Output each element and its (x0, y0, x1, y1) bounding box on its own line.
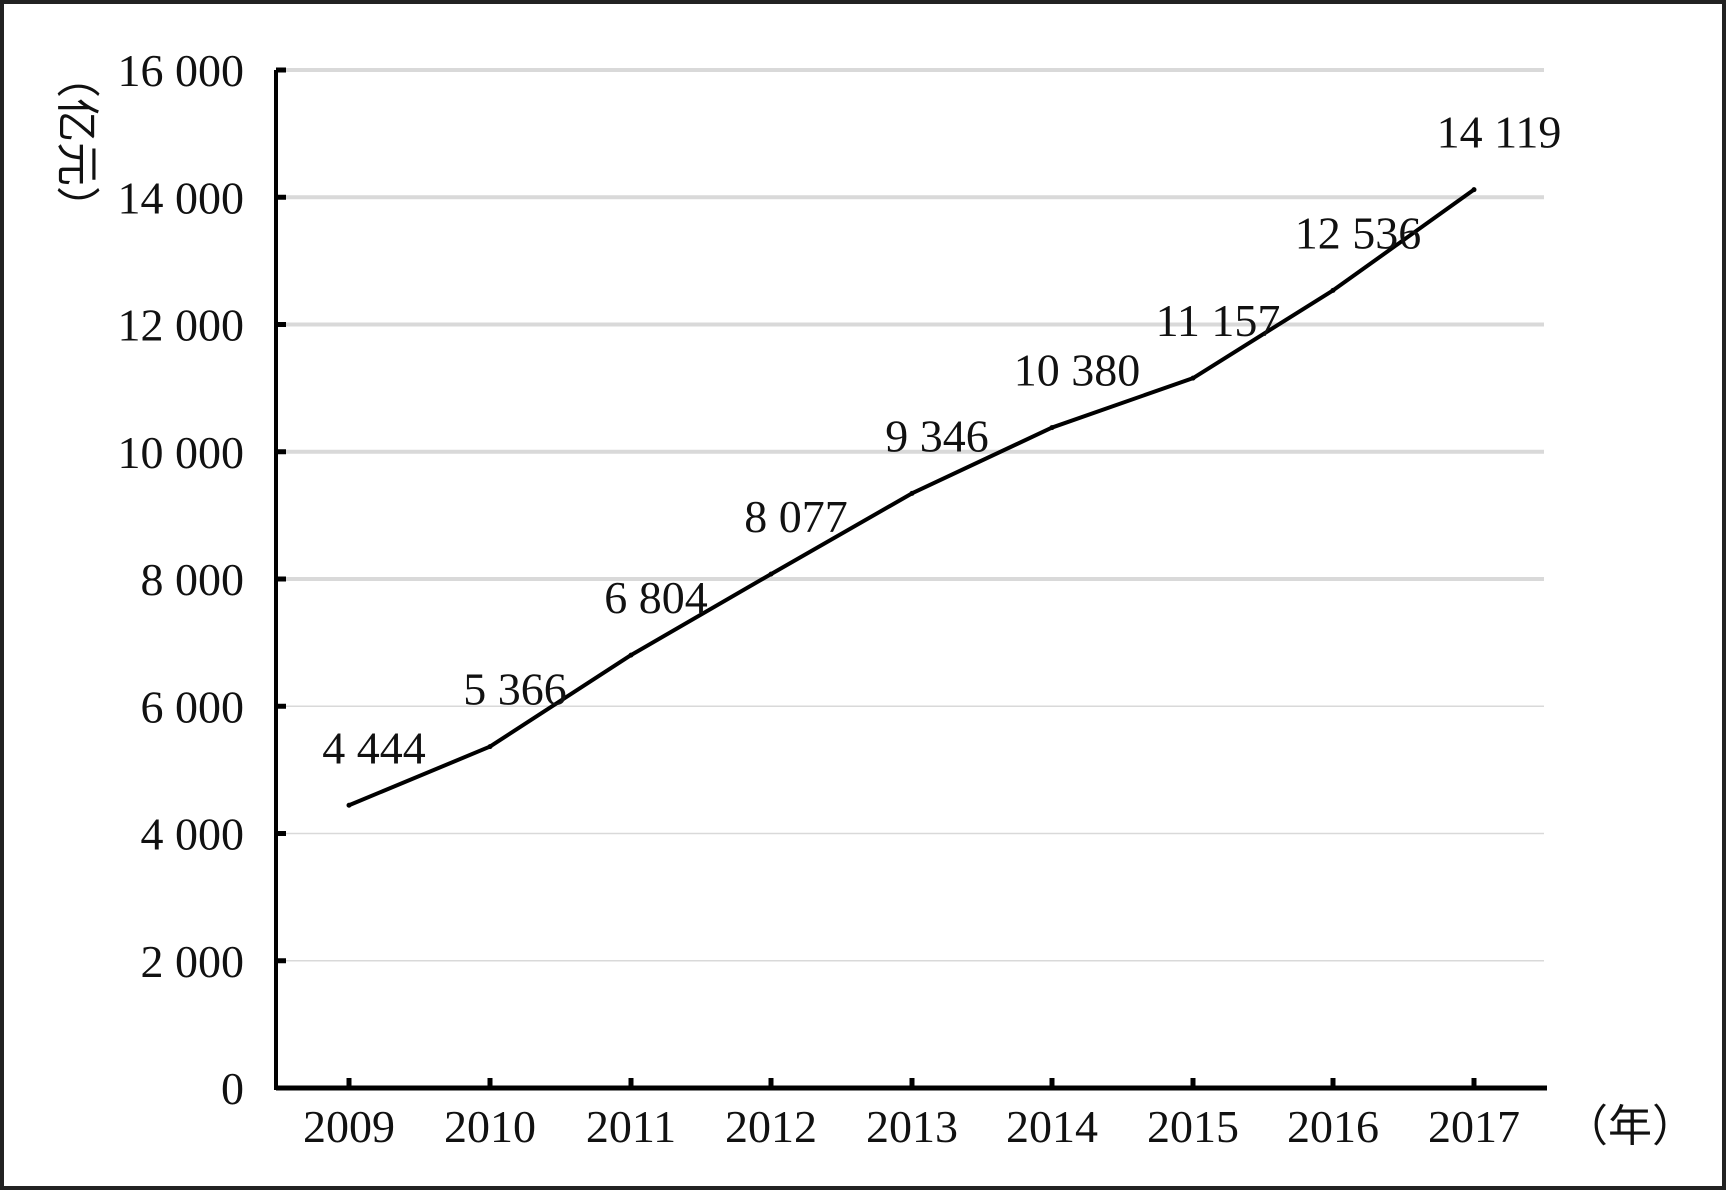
y-tick-label: 10 000 (118, 427, 245, 478)
y-axis-ticks: 0 2 000 4 000 6 000 8 000 10 000 12 000 14 000 1… (118, 45, 286, 1114)
x-tick-label: 2017 (1428, 1101, 1520, 1152)
data-point (1471, 187, 1477, 193)
data-point (487, 744, 493, 750)
data-point (1330, 287, 1336, 293)
data-label: 12 536 (1295, 207, 1422, 258)
data-series (346, 187, 1477, 808)
x-tick-label: 2014 (1006, 1101, 1098, 1152)
y-tick-label: 14 000 (118, 172, 245, 223)
y-tick-label: 2 000 (141, 936, 245, 987)
y-tick-label: 0 (221, 1063, 244, 1114)
data-label: 11 157 (1156, 295, 1281, 346)
x-tick-label: 2009 (303, 1101, 395, 1152)
data-point (909, 490, 915, 496)
y-axis-title: （亿元） (52, 54, 101, 230)
x-tick-label: 2012 (725, 1101, 817, 1152)
data-point (628, 652, 634, 658)
x-tick-label: 2010 (444, 1101, 536, 1152)
y-tick-label: 6 000 (141, 681, 245, 732)
data-point (768, 571, 774, 577)
data-label: 5 366 (463, 664, 567, 715)
data-point (1190, 375, 1196, 381)
data-point (346, 802, 352, 808)
x-tick-label: 2013 (866, 1101, 958, 1152)
data-label: 14 119 (1437, 107, 1562, 158)
x-tick-label: 2016 (1287, 1101, 1379, 1152)
data-point (1049, 425, 1055, 431)
x-tick-label: 2011 (586, 1101, 676, 1152)
y-tick-label: 8 000 (141, 554, 245, 605)
x-axis-title: （年） (1564, 1102, 1696, 1151)
y-tick-label: 4 000 (141, 809, 245, 860)
data-label: 6 804 (604, 572, 708, 623)
data-label: 8 077 (744, 491, 848, 542)
y-tick-label: 16 000 (118, 45, 245, 96)
gridlines (276, 68, 1544, 962)
x-tick-label: 2015 (1147, 1101, 1239, 1152)
line-chart: 0 2 000 4 000 6 000 8 000 10 000 12 000 14 000 1… (52, 45, 1696, 1152)
data-labels: 4 444 5 366 6 804 8 077 9 346 10 380 11 157 12 … (322, 107, 1561, 774)
data-label: 9 346 (885, 410, 989, 461)
y-tick-label: 12 000 (118, 300, 245, 351)
data-label: 10 380 (1014, 345, 1141, 396)
x-axis-ticks: 2009 2010 2011 2012 2013 2014 2015 2016 2017 (303, 1078, 1520, 1152)
data-label: 4 444 (322, 722, 426, 773)
